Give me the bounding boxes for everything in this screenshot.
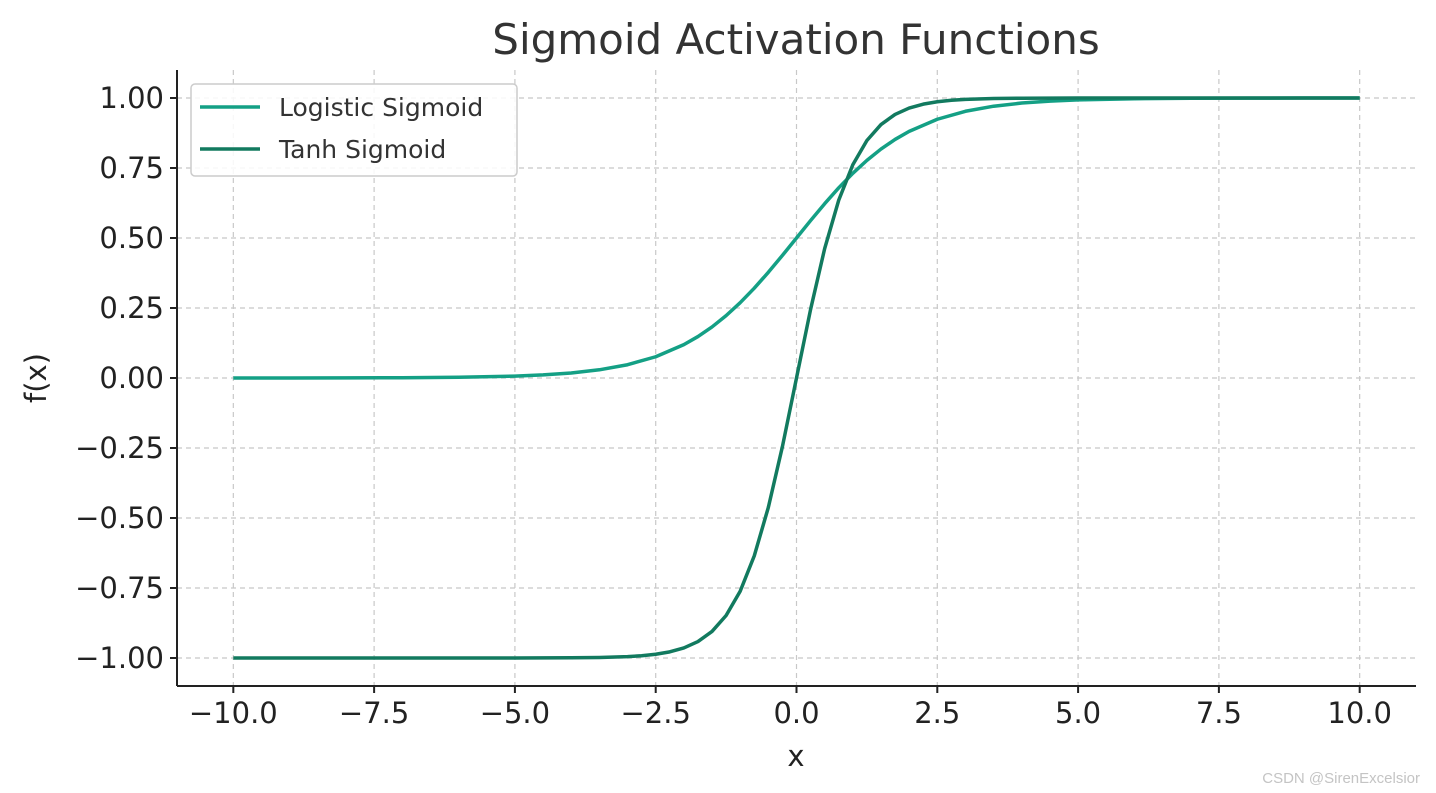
watermark: CSDN @SirenExcelsior	[1262, 770, 1420, 787]
x-axis-label: x	[787, 739, 804, 773]
x-ticks: −10.0 −7.5 −5.0 −2.5 0.0 2.5 5.0 7.5 10.0	[189, 686, 1392, 730]
y-tick-label: 1.00	[99, 81, 164, 115]
series-line-logistic	[233, 96, 1360, 380]
x-tick-label: 5.0	[1055, 696, 1101, 730]
y-tick-label: −0.50	[75, 501, 164, 535]
x-tick-label: 10.0	[1327, 696, 1392, 730]
y-tick-label: −0.75	[75, 571, 164, 605]
y-tick-label: 0.25	[99, 291, 164, 325]
y-axis-label: f(x)	[19, 353, 53, 403]
y-tick-label: 0.75	[99, 151, 164, 185]
series-line-tanh	[233, 96, 1360, 660]
x-tick-label: 7.5	[1196, 696, 1242, 730]
y-tick-label: −0.25	[75, 431, 164, 465]
x-tick-label: −5.0	[480, 696, 550, 730]
legend-label-tanh: Tanh Sigmoid	[278, 135, 446, 164]
chart-title: Sigmoid Activation Functions	[492, 15, 1099, 64]
y-tick-label: 0.00	[99, 361, 164, 395]
legend: Logistic Sigmoid Tanh Sigmoid	[190, 83, 518, 177]
legend-label-logistic: Logistic Sigmoid	[279, 93, 483, 122]
x-tick-label: −7.5	[339, 696, 409, 730]
legend-frame	[190, 83, 518, 177]
x-tick-label: −2.5	[620, 696, 690, 730]
x-tick-label: 2.5	[914, 696, 960, 730]
x-tick-label: 0.0	[773, 696, 819, 730]
y-ticks: 1.00 0.75 0.50 0.25 0.00 −0.25 −0.50 −0.75 −1.00	[75, 81, 177, 675]
plot-lines	[233, 96, 1360, 660]
y-tick-label: −1.00	[75, 641, 164, 675]
x-tick-label: −10.0	[189, 696, 278, 730]
y-tick-label: 0.50	[99, 221, 164, 255]
